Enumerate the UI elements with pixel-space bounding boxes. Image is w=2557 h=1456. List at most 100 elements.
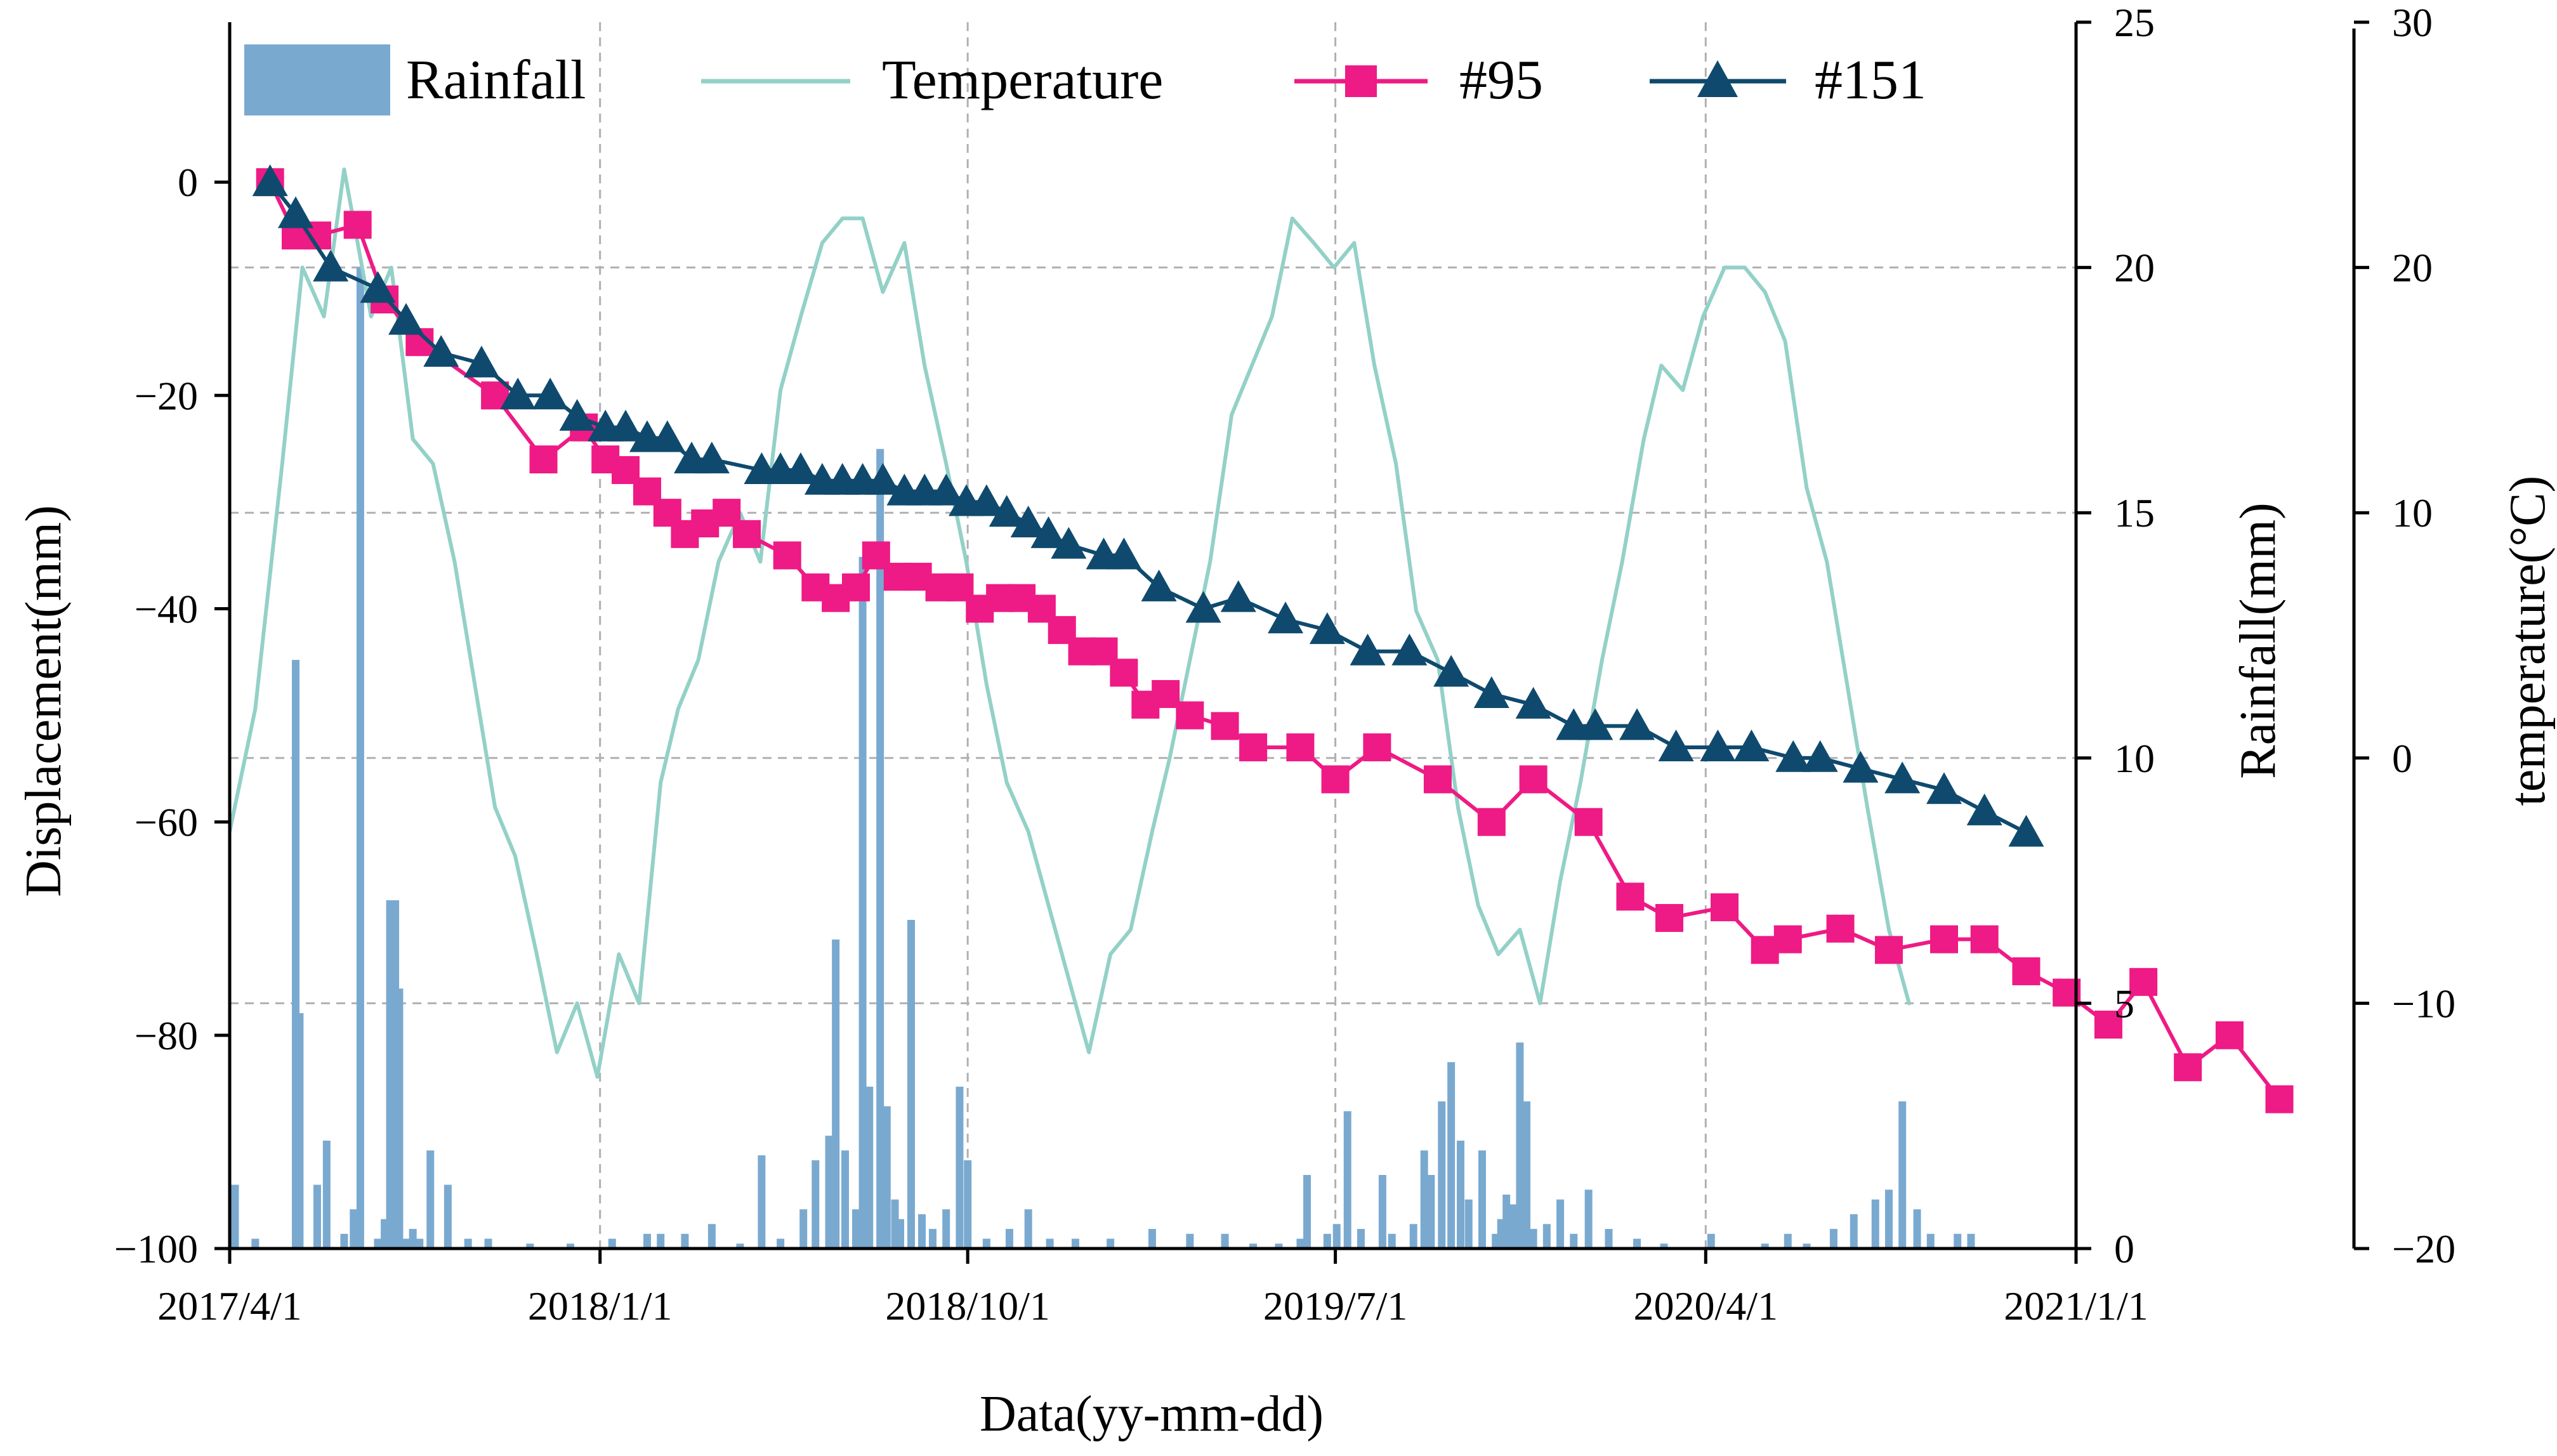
series-151-marker xyxy=(1106,537,1142,570)
rainfall-bar xyxy=(777,1238,785,1249)
series-151-marker xyxy=(1473,676,1509,708)
series-151-marker xyxy=(559,398,595,431)
rainfall-axis-title: Rainfall(mm) xyxy=(2230,502,2286,778)
series-151-marker xyxy=(693,442,730,474)
series-95-marker xyxy=(1321,765,1350,794)
series-95-marker xyxy=(2215,1021,2244,1049)
rainfall-bar xyxy=(374,1238,382,1249)
displacement-tick-label: −100 xyxy=(114,1226,198,1271)
rainfall-bar xyxy=(1516,1042,1524,1249)
rainfall-bar xyxy=(1529,1229,1537,1249)
rainfall-bar xyxy=(1761,1243,1769,1249)
rainfall-bar xyxy=(1605,1229,1613,1249)
legend: Rainfall Temperature #95 #151 xyxy=(244,44,1926,115)
series-151-marker xyxy=(1802,740,1838,772)
rainfall-bar xyxy=(897,1219,905,1249)
series-151-marker xyxy=(1515,686,1551,719)
series-151-marker xyxy=(865,462,901,495)
series-95-marker xyxy=(1110,659,1138,687)
rainfall-bar xyxy=(402,1238,411,1249)
rainfall-bar xyxy=(865,1086,874,1249)
rainfall-bar xyxy=(956,1086,964,1249)
displacement-tick-label: −60 xyxy=(135,800,198,845)
rainfall-bar xyxy=(444,1184,452,1249)
rainfall-bar xyxy=(1509,1204,1517,1249)
series-151-marker xyxy=(423,335,459,367)
rainfall-bar xyxy=(1343,1111,1351,1249)
series-151-line xyxy=(268,181,2027,835)
x-tick-label: 2018/10/1 xyxy=(885,1283,1050,1328)
rainfall-bar xyxy=(356,267,364,1249)
rainfall-bar xyxy=(1967,1233,1975,1249)
series-151-marker xyxy=(1185,591,1221,623)
rainfall-tick-label: 0 xyxy=(2114,1226,2134,1271)
rainfall-bar xyxy=(799,1209,808,1249)
series-151-marker xyxy=(968,484,1004,516)
rainfall-bar xyxy=(1913,1209,1921,1249)
rainfall-bar xyxy=(296,1013,304,1249)
x-tick-label: 2019/7/1 xyxy=(1263,1283,1408,1328)
rainfall-bar xyxy=(1898,1101,1907,1249)
rainfall-bar xyxy=(608,1238,616,1249)
rainfall-bar xyxy=(1221,1233,1229,1249)
rainfall-bar xyxy=(567,1243,575,1249)
series-95-marker xyxy=(2174,1053,2202,1082)
rainfall-bar xyxy=(1046,1238,1054,1249)
temperature-tick-label: −10 xyxy=(2392,981,2455,1026)
series-151-marker xyxy=(278,196,314,228)
series-95-marker xyxy=(733,520,761,548)
series-95-marker xyxy=(773,541,801,570)
series-151-marker xyxy=(1010,506,1046,538)
legend-rainfall-swatch xyxy=(244,44,390,115)
series-95-marker xyxy=(1711,893,1739,922)
series-95-marker xyxy=(1616,882,1645,911)
series-151 xyxy=(252,164,2044,847)
rainfall-bar xyxy=(1829,1229,1837,1249)
series-151-marker xyxy=(1619,708,1655,740)
x-tick-label: 2020/4/1 xyxy=(1634,1283,1778,1328)
displacement-tick-label: 0 xyxy=(178,160,198,205)
series-95-marker xyxy=(1519,765,1548,794)
series-151-marker xyxy=(1350,633,1386,666)
rainfall-bar xyxy=(1447,1062,1456,1249)
series-95-marker xyxy=(2129,967,2158,996)
rainfall-bar xyxy=(231,1184,239,1249)
rainfall-bar xyxy=(917,1214,926,1249)
rainfall-bar xyxy=(1523,1101,1531,1249)
rainfall-bar xyxy=(251,1238,260,1249)
series-151-marker xyxy=(1030,516,1067,548)
legend-151-label: #151 xyxy=(1815,49,1926,111)
series-95-marker xyxy=(1773,925,1802,954)
temperature-line xyxy=(228,167,1911,1079)
grid-lines xyxy=(230,22,2076,1249)
series-95-marker xyxy=(1423,765,1452,794)
series-151-marker xyxy=(313,249,349,282)
rainfall-tick-label: 10 xyxy=(2114,736,2155,781)
rainfall-bar xyxy=(1954,1233,1962,1249)
series-151-marker xyxy=(1926,772,1962,804)
rainfall-bar xyxy=(1249,1243,1258,1249)
rainfall-bar xyxy=(832,939,840,1249)
series-151-marker xyxy=(1391,633,1428,666)
rainfall-tick-label: 15 xyxy=(2114,490,2155,535)
series-95-marker xyxy=(1874,936,1903,964)
displacement-axis-title: Displacement(mm) xyxy=(16,505,72,897)
series-151-marker xyxy=(1843,751,1879,783)
rainfall-bar xyxy=(464,1238,472,1249)
rainfall-bar xyxy=(1357,1229,1365,1249)
rainfall-bar xyxy=(1784,1233,1792,1249)
rainfall-bar xyxy=(883,1106,891,1249)
series-151-marker xyxy=(252,164,288,197)
rainfall-bar xyxy=(1633,1238,1641,1249)
legend-95-label: #95 xyxy=(1459,49,1543,111)
legend-rainfall-label: Rainfall xyxy=(406,49,586,111)
series-151-marker xyxy=(649,420,685,452)
series-151-marker xyxy=(1433,655,1469,687)
series-151-marker xyxy=(989,495,1025,527)
series-95-marker xyxy=(529,445,558,474)
temperature-series xyxy=(228,167,1911,1079)
rainfall-bar xyxy=(1871,1199,1879,1249)
rainfall-bar xyxy=(1502,1194,1511,1249)
temperature-axis-title: temperature(°C) xyxy=(2500,476,2556,806)
legend-95-marker xyxy=(1345,65,1377,97)
